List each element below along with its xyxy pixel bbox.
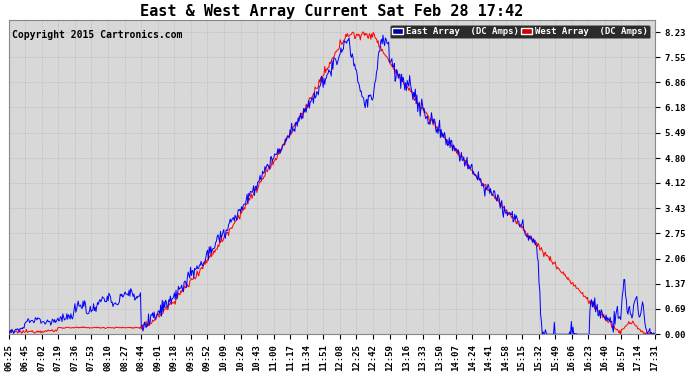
Legend: East Array  (DC Amps), West Array  (DC Amps): East Array (DC Amps), West Array (DC Amp… [390,25,650,38]
Text: Copyright 2015 Cartronics.com: Copyright 2015 Cartronics.com [12,30,182,40]
Title: East & West Array Current Sat Feb 28 17:42: East & West Array Current Sat Feb 28 17:… [140,4,523,19]
